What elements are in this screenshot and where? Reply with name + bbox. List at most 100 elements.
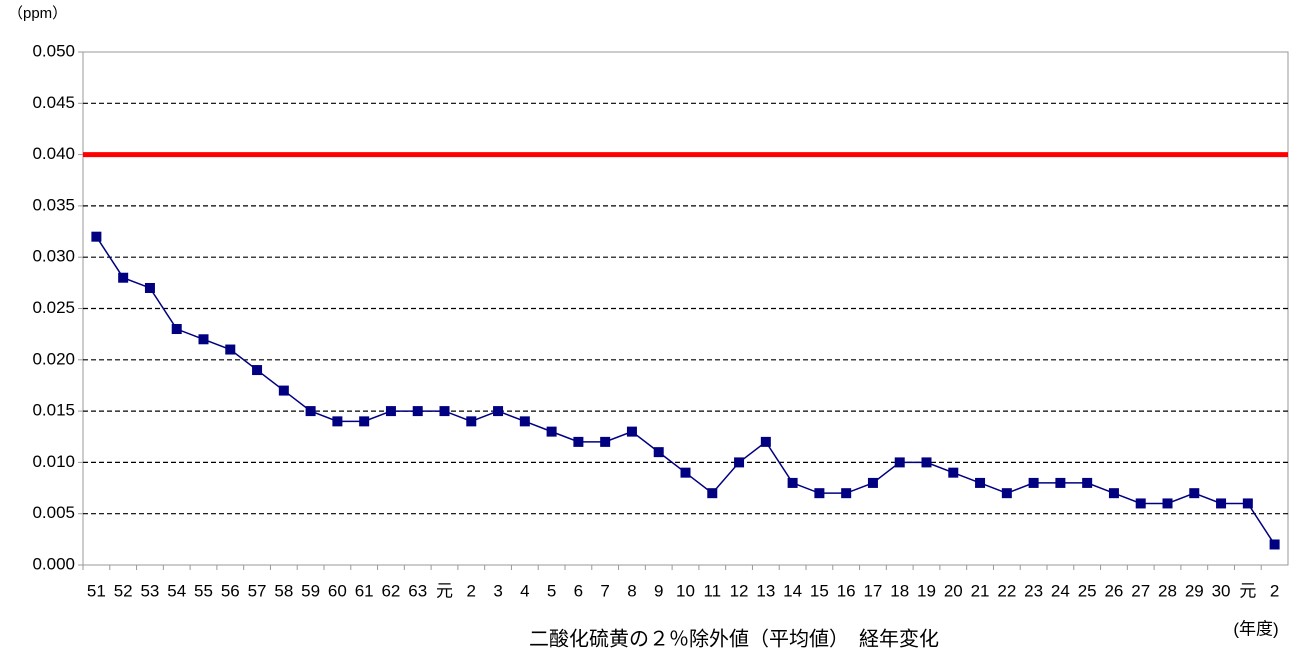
x-tick-label: 8 bbox=[627, 581, 636, 600]
x-tick-label: 56 bbox=[221, 581, 240, 600]
x-tick-label: 23 bbox=[1024, 581, 1043, 600]
x-tick-label: 52 bbox=[114, 581, 133, 600]
data-point bbox=[412, 406, 423, 417]
x-tick-label: 54 bbox=[167, 581, 186, 600]
x-tick-label: 24 bbox=[1051, 581, 1070, 600]
data-point bbox=[198, 334, 209, 345]
data-point bbox=[1108, 488, 1119, 499]
data-point bbox=[1162, 498, 1173, 509]
x-tick-label: 2 bbox=[467, 581, 476, 600]
data-point bbox=[305, 406, 316, 417]
data-point bbox=[653, 447, 664, 458]
y-tick-label: 0.030 bbox=[32, 247, 75, 266]
data-point bbox=[118, 272, 129, 283]
x-tick-label: 元 bbox=[436, 581, 453, 600]
x-tick-label: 18 bbox=[890, 581, 909, 600]
y-tick-label: 0.020 bbox=[32, 349, 75, 368]
data-point bbox=[867, 477, 878, 488]
data-point bbox=[760, 436, 771, 447]
x-tick-label: 25 bbox=[1078, 581, 1097, 600]
data-point bbox=[787, 477, 798, 488]
x-tick-label: 16 bbox=[837, 581, 856, 600]
x-tick-label: 7 bbox=[600, 581, 609, 600]
x-tick-label: 58 bbox=[274, 581, 293, 600]
y-tick-label: 0.000 bbox=[32, 554, 75, 573]
y-tick-label: 0.005 bbox=[32, 503, 75, 522]
x-tick-label: 2 bbox=[1270, 581, 1279, 600]
x-tick-label: 59 bbox=[301, 581, 320, 600]
data-point bbox=[91, 231, 102, 242]
x-tick-label: 29 bbox=[1185, 581, 1204, 600]
data-point bbox=[252, 365, 263, 376]
x-tick-label: 15 bbox=[810, 581, 829, 600]
data-point bbox=[1055, 477, 1066, 488]
data-point bbox=[1269, 539, 1280, 550]
x-tick-label: 28 bbox=[1158, 581, 1177, 600]
x-tick-label: 17 bbox=[863, 581, 882, 600]
data-point bbox=[626, 426, 637, 437]
data-point bbox=[1028, 477, 1039, 488]
x-tick-label: 14 bbox=[783, 581, 802, 600]
y-tick-label: 0.040 bbox=[32, 144, 75, 163]
data-point bbox=[144, 282, 155, 293]
data-point bbox=[573, 436, 584, 447]
data-point bbox=[734, 457, 745, 468]
data-point bbox=[1216, 498, 1227, 509]
x-tick-label: 3 bbox=[493, 581, 502, 600]
data-point bbox=[894, 457, 905, 468]
x-tick-label: 19 bbox=[917, 581, 936, 600]
x-tick-label: 51 bbox=[87, 581, 106, 600]
chart-title: 二酸化硫黄の２％除外値（平均値） 経年変化 bbox=[529, 627, 939, 651]
y-tick-label: 0.050 bbox=[32, 41, 75, 60]
data-point bbox=[171, 324, 182, 335]
data-point bbox=[1189, 488, 1200, 499]
x-tick-label: 55 bbox=[194, 581, 213, 600]
data-point bbox=[332, 416, 343, 427]
x-tick-label: 60 bbox=[328, 581, 347, 600]
x-tick-label: 元 bbox=[1239, 581, 1256, 600]
y-tick-label: 0.045 bbox=[32, 93, 75, 112]
x-tick-label: 27 bbox=[1131, 581, 1150, 600]
data-point bbox=[975, 477, 986, 488]
data-point bbox=[1001, 488, 1012, 499]
data-point bbox=[519, 416, 530, 427]
x-tick-label: 63 bbox=[408, 581, 427, 600]
x-tick-label: 9 bbox=[654, 581, 663, 600]
data-point bbox=[1135, 498, 1146, 509]
data-point bbox=[948, 467, 959, 478]
data-point bbox=[841, 488, 852, 499]
data-point bbox=[600, 436, 611, 447]
data-point bbox=[921, 457, 932, 468]
x-tick-label: 30 bbox=[1212, 581, 1231, 600]
data-line bbox=[95, 236, 1276, 545]
y-unit: （ppm） bbox=[8, 5, 67, 22]
data-point bbox=[385, 406, 396, 417]
x-tick-label: 6 bbox=[574, 581, 583, 600]
y-tick-label: 0.015 bbox=[32, 401, 75, 420]
x-tick-label: 4 bbox=[520, 581, 529, 600]
data-point bbox=[466, 416, 477, 427]
data-point bbox=[439, 406, 450, 417]
x-unit: (年度) bbox=[1233, 619, 1278, 638]
y-tick-label: 0.010 bbox=[32, 452, 75, 471]
x-tick-label: 11 bbox=[703, 581, 721, 600]
y-tick-label: 0.025 bbox=[32, 298, 75, 317]
x-tick-label: 20 bbox=[944, 581, 963, 600]
x-tick-label: 26 bbox=[1104, 581, 1123, 600]
y-tick-label: 0.035 bbox=[32, 195, 75, 214]
data-point bbox=[1082, 477, 1093, 488]
x-tick-label: 53 bbox=[140, 581, 159, 600]
x-tick-label: 61 bbox=[355, 581, 374, 600]
x-tick-label: 13 bbox=[756, 581, 775, 600]
x-tick-label: 12 bbox=[730, 581, 749, 600]
data-point bbox=[546, 426, 557, 437]
data-point bbox=[680, 467, 691, 478]
x-tick-label: 10 bbox=[676, 581, 695, 600]
data-point bbox=[493, 406, 504, 417]
x-tick-label: 57 bbox=[248, 581, 267, 600]
data-point bbox=[359, 416, 370, 427]
data-point bbox=[707, 488, 718, 499]
x-tick-label: 5 bbox=[547, 581, 556, 600]
